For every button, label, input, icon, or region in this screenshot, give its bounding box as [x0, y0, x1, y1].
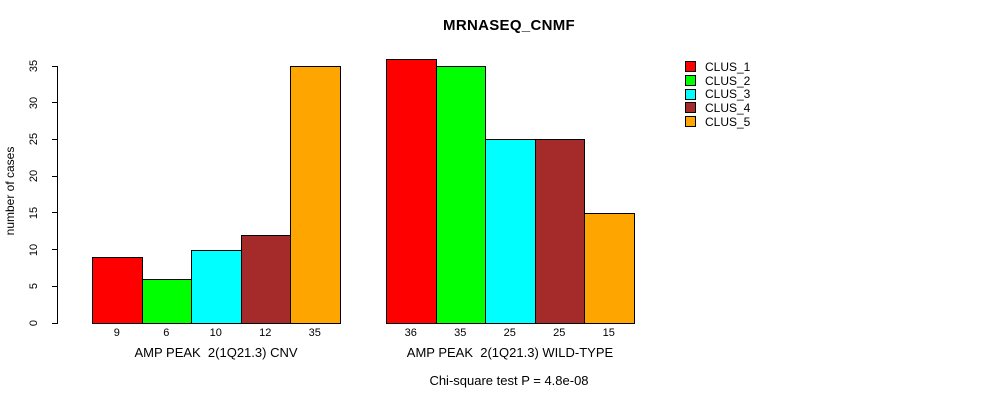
x-group-label-cnv: AMP PEAK 2(1Q21.3) CNV: [134, 345, 298, 360]
x-group-label-wild-type: AMP PEAK 2(1Q21.3) WILD-TYPE: [406, 345, 614, 360]
bar-value-label: 9: [113, 327, 120, 339]
legend-item: CLUS_2: [685, 74, 750, 88]
legend-label: CLUS_2: [705, 73, 751, 88]
bar-value-label: 35: [454, 327, 467, 339]
legend-label: CLUS_4: [705, 100, 751, 115]
chart-title: MRNASEQ_CNMF: [443, 17, 575, 34]
y-tick-label: 25: [28, 133, 40, 146]
bar-clus_1: [92, 256, 143, 324]
bar-value-label: 10: [209, 327, 222, 339]
y-tick: [52, 322, 58, 324]
bar-clus_2: [435, 66, 486, 324]
legend-label: CLUS_5: [705, 114, 751, 129]
y-tick: [52, 102, 58, 104]
bar-value-label: 36: [404, 327, 417, 339]
y-tick-label: 20: [28, 170, 40, 183]
chi-square-note: Chi-square test P = 4.8e-08: [429, 373, 589, 388]
bar-clus_3: [485, 139, 536, 324]
bar-value-label: 12: [259, 327, 272, 339]
legend-item: CLUS_1: [685, 60, 750, 74]
y-tick: [52, 175, 58, 177]
y-axis-line: [57, 66, 58, 323]
legend: CLUS_1 CLUS_2 CLUS_3 CLUS_4 CLUS_5: [685, 60, 750, 128]
y-tick-label: 35: [28, 59, 40, 73]
bar-value-label: 6: [163, 327, 170, 339]
legend-item: CLUS_4: [685, 101, 750, 115]
legend-label: CLUS_3: [705, 87, 751, 102]
bar-value-label: 35: [308, 327, 321, 339]
y-tick-label: 30: [28, 96, 40, 109]
bar-clus_2: [141, 278, 192, 324]
y-tick-label: 0: [28, 319, 40, 327]
y-tick-label: 5: [28, 283, 40, 290]
bar-value-label: 15: [602, 327, 615, 339]
bar-clus_3: [191, 249, 242, 324]
y-tick-label: 15: [28, 206, 40, 219]
legend-swatch: [685, 75, 696, 87]
bar-clus_4: [534, 139, 585, 324]
y-tick-label: 10: [28, 243, 40, 256]
legend-item: CLUS_5: [685, 115, 750, 129]
bar-clus_4: [240, 234, 291, 324]
y-axis-label: number of cases: [3, 146, 17, 236]
legend-label: CLUS_1: [705, 59, 751, 74]
bar-clus_5: [290, 66, 341, 324]
y-tick: [52, 65, 58, 67]
bar-value-label: 25: [553, 327, 566, 339]
legend-swatch: [685, 88, 696, 100]
legend-swatch: [685, 61, 696, 73]
y-tick: [52, 138, 58, 140]
bar-value-label: 25: [503, 327, 516, 339]
y-tick: [52, 249, 58, 251]
y-tick: [52, 285, 58, 287]
bar-clus_5: [584, 212, 635, 324]
bar-clus_1: [386, 58, 437, 324]
y-tick: [52, 212, 58, 214]
legend-swatch: [685, 102, 696, 114]
legend-swatch: [685, 116, 696, 128]
legend-item: CLUS_3: [685, 87, 750, 101]
